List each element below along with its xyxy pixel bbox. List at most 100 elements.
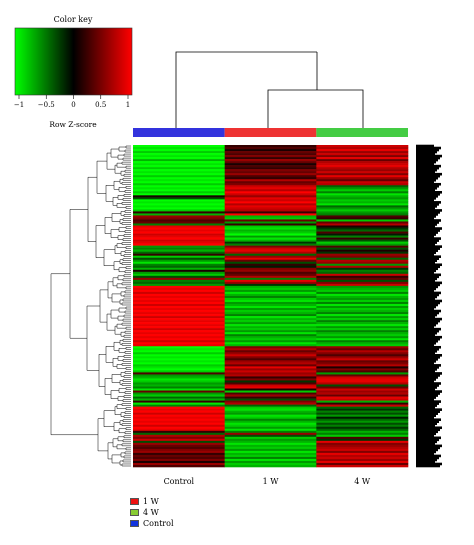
row-label-mark (416, 303, 438, 307)
heatmap-cell (224, 161, 317, 164)
heatmap-cell (224, 366, 317, 369)
row-label-mark (416, 349, 437, 353)
heatmap-cell (316, 310, 409, 313)
heatmap-cell (316, 404, 409, 407)
heatmap-cell (316, 434, 409, 438)
heatmap-cell (316, 257, 409, 261)
heatmap-cell (133, 438, 225, 442)
row-label-mark (416, 343, 434, 347)
heatmap-cell (133, 167, 225, 170)
heatmap-cell (133, 193, 225, 196)
heatmap-cell (133, 330, 225, 333)
heatmap-cell (133, 358, 225, 361)
row-dendrogram-branch (121, 403, 131, 406)
heatmap-cell (224, 392, 317, 395)
row-label-mark (416, 438, 439, 442)
row-dendrogram-branch (122, 218, 131, 221)
column-color-bar (133, 128, 408, 137)
heatmap-cell (133, 332, 225, 335)
heatmap-cell (224, 279, 317, 283)
heatmap-cell (316, 237, 409, 240)
heatmap-cell (133, 241, 225, 244)
heatmap-cell (224, 175, 317, 178)
heatmap-cell (316, 344, 409, 347)
heatmap-cell (224, 308, 317, 311)
heatmap-cell (316, 348, 409, 351)
heatmap-cell (133, 215, 225, 218)
row-label-mark (416, 259, 437, 263)
heatmap-cell (133, 155, 225, 158)
row-dendrogram-branch (125, 387, 131, 390)
heatmap-cell (224, 414, 317, 417)
heatmap-cell (133, 338, 225, 341)
heatmap-cell (133, 151, 225, 154)
heatmap-cell (316, 400, 409, 403)
heatmap-cell (316, 450, 409, 454)
row-label-mark (416, 388, 435, 391)
heatmap-cell (224, 360, 317, 363)
row-label-mark (416, 325, 434, 329)
heatmap-cell (316, 179, 409, 182)
heatmap-cell (316, 171, 409, 174)
row-label-mark (416, 317, 442, 321)
heatmap-cell (133, 199, 225, 202)
heatmap-cell (133, 382, 225, 385)
heatmap-cell (316, 173, 409, 176)
row-label-mark (416, 148, 439, 152)
heatmap-cell (316, 444, 409, 448)
heatmap-cell (224, 386, 317, 389)
heatmap-cell (316, 261, 409, 265)
heatmap-cell (133, 291, 225, 295)
heatmap-cell (224, 209, 317, 212)
heatmap-cell (316, 151, 409, 154)
heatmap-cell (133, 299, 225, 303)
heatmap-cell (133, 352, 225, 355)
row-dendrogram-branch (121, 242, 131, 245)
row-label-mark (416, 158, 438, 162)
row-label-mark (416, 327, 441, 331)
heatmap-cell (316, 185, 409, 188)
row-label-mark (416, 347, 439, 351)
heatmap-cell (316, 193, 409, 196)
row-dendrogram-branch (116, 243, 126, 248)
heatmap-cell (224, 271, 317, 275)
heatmap-cell (133, 368, 225, 371)
row-dendrogram-branch (125, 206, 131, 209)
heatmap-cell (224, 275, 317, 279)
heatmap-cell (224, 257, 317, 261)
heatmap-cell (224, 404, 317, 407)
heatmap-cell (224, 269, 317, 273)
heatmap-cell (316, 418, 409, 422)
heatmap-cell (316, 342, 409, 345)
row-dendrogram-branch (120, 291, 125, 297)
heatmap-cell (316, 352, 409, 355)
heatmap-cell (133, 235, 225, 238)
heatmap-cell (133, 221, 225, 224)
row-dendrogram-branch (122, 359, 131, 362)
heatmap-cell (316, 460, 409, 464)
heatmap-cell (133, 326, 225, 329)
row-dendrogram-branch (103, 249, 115, 266)
heatmap-cell (316, 243, 409, 246)
heatmap-cell (316, 452, 409, 456)
color-key-xlabel: Row Z-score (49, 120, 97, 129)
heatmap-cell (133, 402, 225, 405)
heatmap-cell (224, 436, 317, 440)
row-label-mark (416, 376, 438, 379)
row-label-mark (416, 178, 436, 182)
heatmap-cell (133, 245, 225, 248)
heatmap-cell (133, 398, 225, 401)
column-label: Control (164, 477, 195, 486)
heatmap-cell (316, 458, 409, 462)
row-dendrogram-branch (125, 447, 131, 451)
heatmap-cell (316, 275, 409, 279)
heatmap-cell (133, 201, 225, 204)
heatmap-cell (224, 456, 317, 460)
heatmap-cell (316, 436, 409, 440)
heatmap-cell (316, 318, 409, 321)
heatmap-cell (133, 356, 225, 359)
heatmap-cell (224, 241, 317, 244)
heatmap-cell (133, 384, 225, 387)
heatmap-cell (316, 253, 409, 256)
heatmap-cell (133, 161, 225, 164)
